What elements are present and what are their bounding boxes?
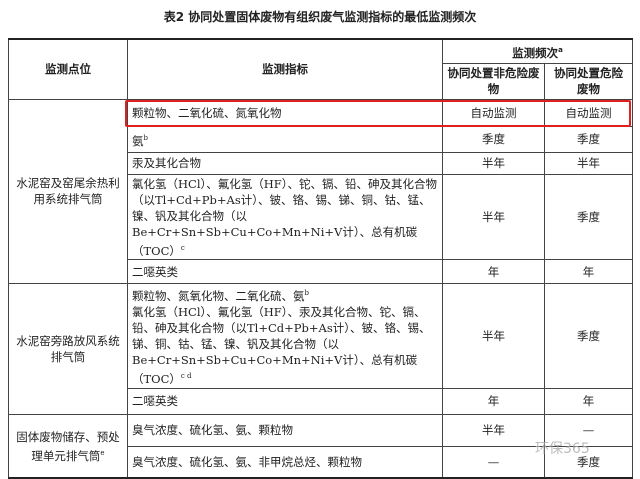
- watermark: 环保365: [535, 441, 590, 457]
- haz-cell: 季度: [543, 283, 634, 389]
- header-frequency: 监测频次a: [441, 38, 634, 64]
- location-cell: 水泥窑及窑尾余热利用系统排气筒: [8, 98, 128, 285]
- table-row: 二噁英类 年 年: [9, 387, 634, 415]
- header-haz: 协同处置危险废物: [543, 62, 634, 100]
- header-indicator: 监测指标: [127, 38, 443, 100]
- table-row: 二噁英类 年 年: [9, 259, 634, 285]
- haz-cell: 季度: [543, 173, 634, 261]
- indicator-cell: 汞及其化合物: [127, 151, 443, 175]
- header-row: 监测点位 监测指标 监测频次a: [8, 38, 634, 100]
- table-row: 水泥窑旁路放风系统排气筒 颗粒物、氮氧化物、二氧化硫、氨b 氯化氢（HCl）、氟化…: [8, 283, 634, 415]
- table-row: 水泥窑及窑尾余热利用系统排气筒 颗粒物、二氧化硫、氮氧化物 自动监测 自动监测: [8, 98, 634, 285]
- indicator-cell: 二噁英类: [127, 387, 443, 415]
- nonhaz-cell: —: [442, 445, 545, 479]
- indicator-cell: 颗粒物、氮氧化物、二氧化硫、氨b 氯化氢（HCl）、氟化氢（HF）、汞及其化合物、…: [127, 283, 443, 389]
- haz-cell: 年: [543, 387, 634, 415]
- indicator-cell: 二噁英类: [127, 259, 443, 285]
- indicator-cell: 氨b: [127, 125, 443, 153]
- nonhaz-cell: 半年: [442, 413, 545, 447]
- nonhaz-cell: 半年: [442, 151, 545, 175]
- indicator-cell: 颗粒物、二氧化硫、氮氧化物: [127, 98, 443, 127]
- indicator-cell: 臭气浓度、硫化氢、氨、非甲烷总烃、颗粒物: [127, 445, 443, 479]
- highlight-box: [125, 100, 631, 127]
- table-row: 汞及其化合物 半年 半年: [9, 151, 634, 175]
- haz-cell: —: [543, 413, 634, 447]
- haz-cell: 半年: [543, 151, 634, 175]
- nonhaz-cell: 年: [442, 259, 545, 285]
- table-row: 氯化氢（HCl）、氟化氢（HF）、铊、镉、铅、砷及其化合物（以Tl+Cd+Pb+…: [9, 173, 634, 261]
- header-nonhaz: 协同处置非危险废物: [442, 62, 545, 100]
- indicator-cell: 臭气浓度、硫化氢、氨、颗粒物: [127, 413, 443, 447]
- nonhaz-cell: 季度: [442, 125, 545, 153]
- monitoring-frequency-table: 监测点位 监测指标 监测频次a 协同处置非危险废物 协同处置危险废物 水泥窑及窑…: [8, 38, 634, 479]
- haz-cell: 自动监测: [543, 98, 634, 127]
- header-subrow: 协同处置非危险废物 协同处置危险废物: [9, 62, 634, 100]
- nonhaz-cell: 半年: [442, 283, 545, 389]
- table-title: 表2 协同处置固体废物有组织废气监测指标的最低监测频次: [163, 10, 477, 24]
- nonhaz-cell: 年: [442, 387, 545, 415]
- haz-cell: 年: [543, 259, 634, 285]
- indicator-cell: 氯化氢（HCl）、氟化氢（HF）、铊、镉、铅、砷及其化合物（以Tl+Cd+Pb+…: [127, 173, 443, 261]
- header-location: 监测点位: [8, 38, 128, 100]
- location-cell: 水泥窑旁路放风系统排气筒: [8, 283, 128, 415]
- nonhaz-cell: 半年: [442, 173, 545, 261]
- haz-cell: 季度: [543, 125, 634, 153]
- location-cell: 固体废物储存、预处理单元排气筒e: [8, 413, 128, 479]
